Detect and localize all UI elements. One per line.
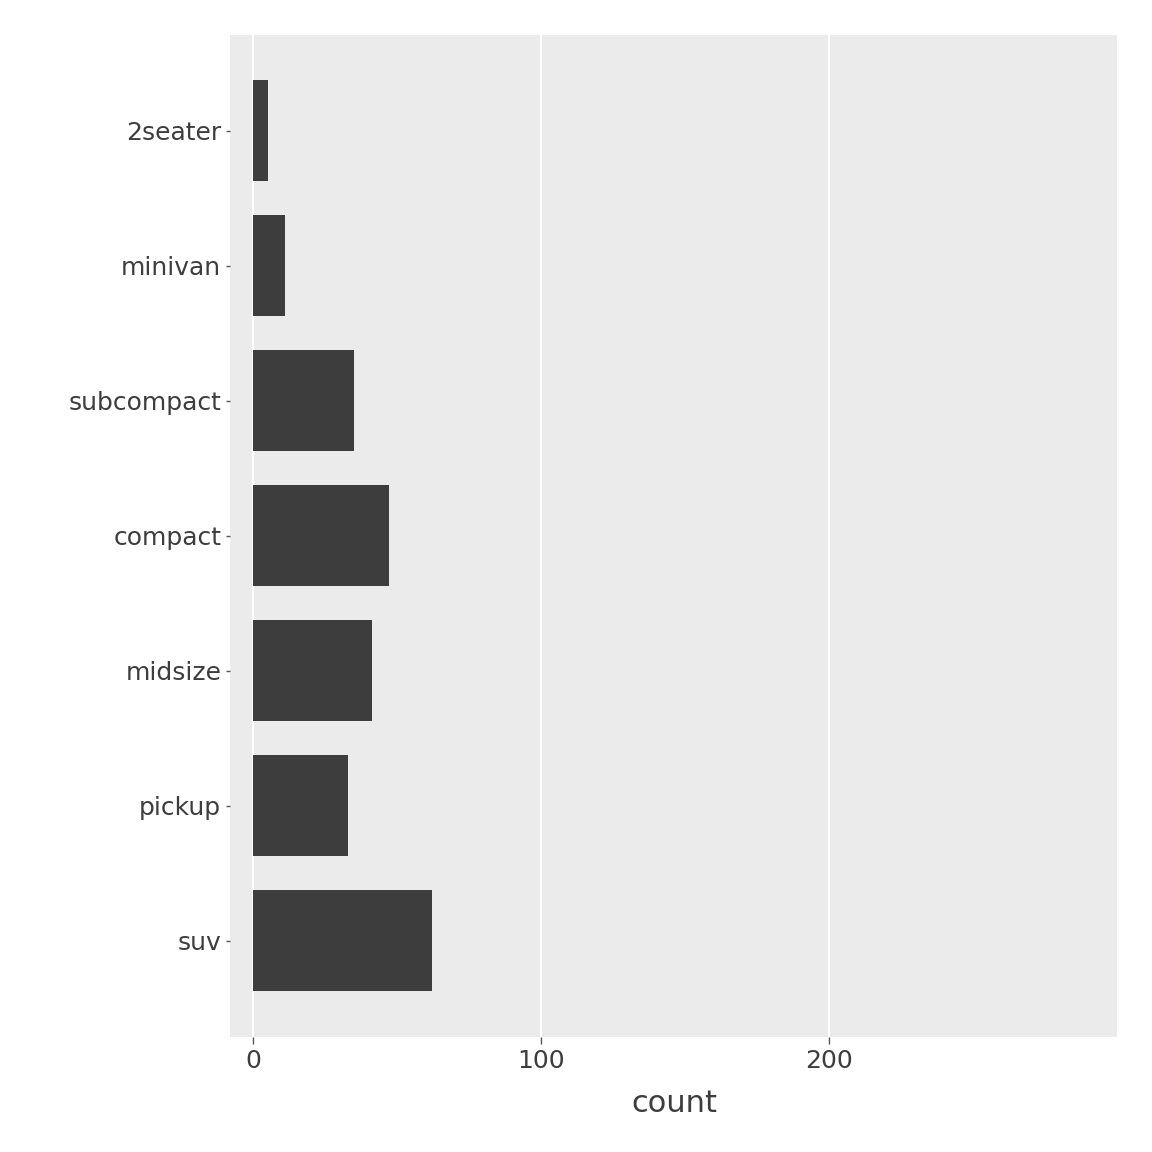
- Bar: [253, 755, 348, 856]
- X-axis label: count: count: [631, 1090, 717, 1119]
- Bar: [253, 215, 286, 317]
- Bar: [253, 620, 371, 721]
- Bar: [253, 485, 388, 586]
- Bar: [253, 890, 432, 991]
- Bar: [253, 350, 355, 452]
- Bar: [253, 81, 267, 181]
